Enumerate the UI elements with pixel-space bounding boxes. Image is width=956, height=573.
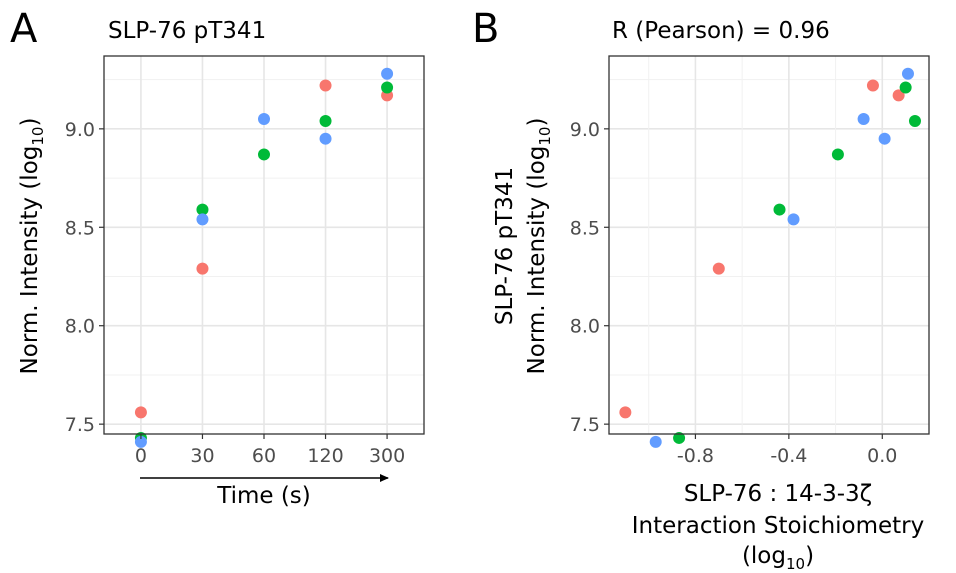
panel-b-y-tick-label: 8.5 bbox=[570, 217, 600, 239]
panel-a-x-axis-title: Time (s) bbox=[216, 483, 311, 509]
panel-a-letter: A bbox=[10, 6, 38, 52]
panel-a-y-axis-title: Norm. Intensity (log10) bbox=[17, 118, 47, 375]
panel-a-x-tick-label: 30 bbox=[190, 445, 214, 467]
panel-b-point-series2 bbox=[673, 431, 686, 444]
panel-b-point-series1 bbox=[892, 89, 905, 102]
panel-b-x-tick-label: 0.0 bbox=[867, 445, 897, 467]
panel-b-point-series3 bbox=[857, 113, 870, 125]
panel-b-point-series1 bbox=[619, 406, 632, 419]
panel-b-point-series1 bbox=[712, 262, 725, 275]
panel-a-point-series3 bbox=[381, 67, 394, 80]
panel-a-x-tick-label: 120 bbox=[307, 445, 343, 467]
panel-a-point-series1 bbox=[134, 406, 147, 419]
panel-b-point-series3 bbox=[901, 67, 914, 80]
panel-b-x-axis-title-line3: (log10) bbox=[742, 543, 814, 573]
panel-b-y-tick-label: 7.5 bbox=[570, 414, 600, 436]
panel-b-point-series2 bbox=[773, 203, 786, 216]
panel-b-y-tick-label: 8.0 bbox=[570, 316, 600, 338]
panel-b-y-axis-title-line2: Norm. Intensity (log10) bbox=[524, 118, 554, 375]
panel-a-y-tick-label: 7.5 bbox=[65, 414, 95, 436]
panel-b-x-axis-title-line2: Interaction Stoichiometry bbox=[632, 513, 925, 539]
panel-b-ticks: 7.5 8.0 8.5 9.0 -0.8 -0.4 0.0 bbox=[570, 119, 898, 467]
panel-b-grid bbox=[609, 56, 929, 434]
panel-b-point-series3 bbox=[787, 213, 800, 226]
panel-a-ticks: 7.5 8.0 8.5 9.0 0 30 60 120 300 bbox=[65, 119, 405, 467]
panel-a-point-series3 bbox=[196, 213, 209, 226]
panel-a-point-series3 bbox=[134, 435, 147, 448]
panel-b-letter: B bbox=[472, 6, 499, 52]
panel-a-point-series3 bbox=[319, 132, 332, 145]
panel-b-x-axis-title-line1: SLP-76 : 14-3-3ζ bbox=[684, 481, 872, 507]
panel-b-x-tick-label: -0.4 bbox=[770, 445, 807, 467]
panel-a-point-series1 bbox=[319, 79, 332, 92]
panel-b-point-series3 bbox=[878, 132, 891, 145]
panel-a-title: SLP-76 pT341 bbox=[108, 18, 266, 44]
panel-a-y-tick-label: 9.0 bbox=[65, 119, 95, 141]
panel-a-x-tick-label: 60 bbox=[252, 445, 276, 467]
panel-b: B R (Pearson) = 0.96 7.5 8.0 8.5 9.0 -0.8 -0.… bbox=[472, 6, 930, 573]
panel-b-y-tick-label: 9.0 bbox=[570, 119, 600, 141]
panel-b-title: R (Pearson) = 0.96 bbox=[612, 18, 830, 44]
panel-a-plot: 7.5 8.0 8.5 9.0 0 30 60 120 300 bbox=[65, 55, 425, 467]
panel-b-x-tick-label: -0.8 bbox=[677, 445, 714, 467]
panel-a-y-tick-label: 8.0 bbox=[65, 316, 95, 338]
panel-a-point-series1 bbox=[196, 262, 209, 275]
panel-b-points bbox=[619, 67, 921, 448]
panel-b-point-series2 bbox=[831, 148, 844, 161]
panel-b-point-series3 bbox=[649, 435, 662, 448]
panel-b-y-axis-title-line1: SLP-76 pT341 bbox=[492, 167, 518, 325]
panel-b-point-series2 bbox=[899, 81, 912, 94]
panel-a-point-series2 bbox=[196, 203, 209, 216]
panel-a-x-tick-label: 0 bbox=[135, 445, 147, 467]
panel-a-grid bbox=[104, 56, 424, 434]
panel-a-x-tick-label: 300 bbox=[369, 445, 405, 467]
panel-a-y-tick-label: 8.5 bbox=[65, 217, 95, 239]
panel-a-point-series2 bbox=[258, 148, 270, 161]
panel-b-plot-background bbox=[609, 56, 929, 434]
panel-a-point-series3 bbox=[258, 113, 270, 125]
panel-b-point-series2 bbox=[908, 114, 921, 127]
panel-b-plot: 7.5 8.0 8.5 9.0 -0.8 -0.4 0.0 bbox=[570, 55, 930, 467]
panel-b-point-series1 bbox=[866, 79, 879, 92]
panel-b-plot-frame bbox=[608, 55, 930, 435]
panel-a-point-series2 bbox=[319, 114, 332, 127]
panel-a: A SLP-76 pT341 7.5 8.0 8.5 9.0 0 30 60 120 300 N… bbox=[10, 6, 425, 509]
panel-a-point-series2 bbox=[381, 81, 394, 94]
